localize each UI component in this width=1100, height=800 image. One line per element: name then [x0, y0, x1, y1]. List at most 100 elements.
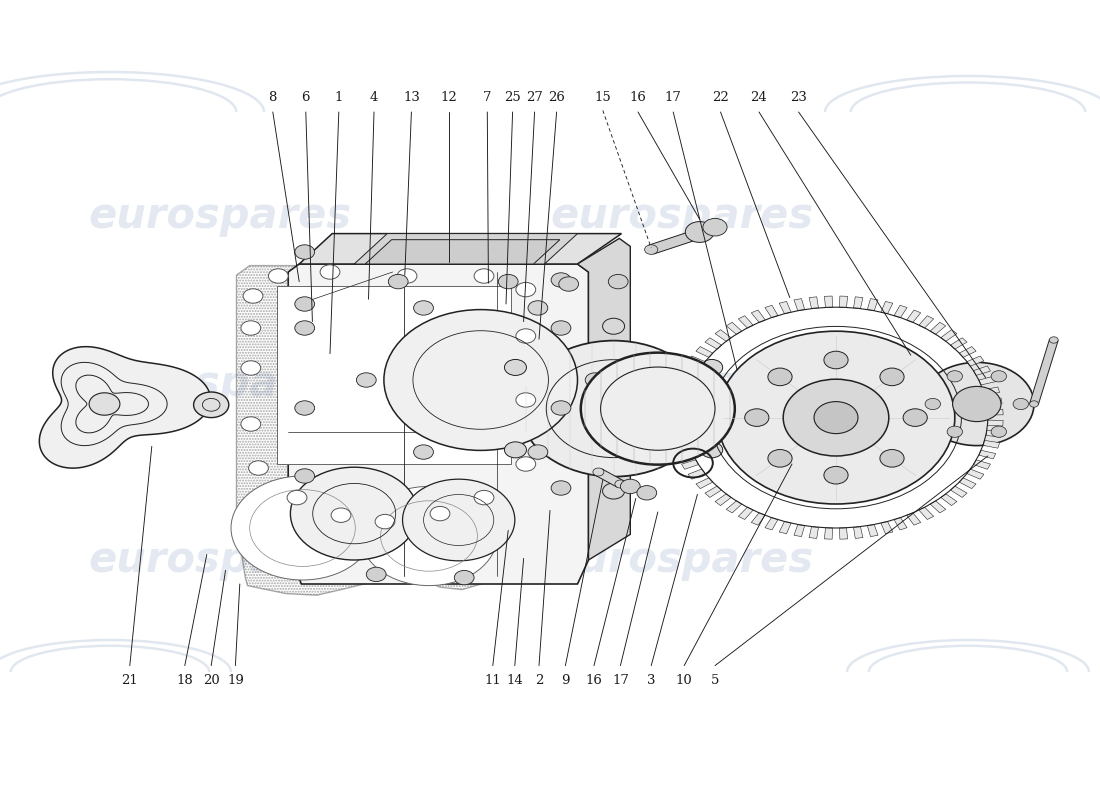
Polygon shape: [764, 306, 778, 318]
Text: 17: 17: [612, 674, 629, 686]
Circle shape: [241, 417, 261, 431]
Polygon shape: [794, 525, 805, 537]
Polygon shape: [839, 296, 848, 307]
Polygon shape: [810, 526, 818, 538]
Polygon shape: [854, 297, 862, 309]
Polygon shape: [696, 346, 713, 358]
Polygon shape: [824, 296, 833, 307]
Polygon shape: [682, 460, 698, 470]
Circle shape: [824, 466, 848, 484]
Circle shape: [290, 467, 418, 560]
Circle shape: [947, 426, 962, 438]
Polygon shape: [950, 338, 967, 349]
Circle shape: [505, 442, 527, 458]
Polygon shape: [988, 420, 1003, 426]
Text: 21: 21: [121, 674, 139, 686]
Text: 15: 15: [594, 91, 612, 104]
Polygon shape: [354, 234, 578, 264]
Polygon shape: [365, 240, 560, 264]
Polygon shape: [40, 346, 210, 468]
Polygon shape: [959, 346, 976, 358]
Polygon shape: [974, 460, 990, 470]
Polygon shape: [705, 338, 722, 349]
Circle shape: [241, 321, 261, 335]
Polygon shape: [881, 302, 893, 314]
Polygon shape: [715, 494, 732, 506]
Polygon shape: [906, 513, 921, 525]
Polygon shape: [751, 513, 766, 525]
Polygon shape: [578, 238, 630, 560]
Circle shape: [768, 450, 792, 467]
Polygon shape: [672, 387, 689, 395]
Circle shape: [768, 368, 792, 386]
Text: 7: 7: [483, 91, 492, 104]
Circle shape: [516, 282, 536, 297]
Text: 24: 24: [750, 91, 768, 104]
Circle shape: [516, 457, 536, 471]
Polygon shape: [979, 376, 996, 385]
Text: 14: 14: [506, 674, 524, 686]
Circle shape: [605, 435, 623, 448]
Text: 11: 11: [484, 674, 502, 686]
Circle shape: [603, 318, 625, 334]
Polygon shape: [672, 440, 689, 448]
Text: 22: 22: [712, 91, 729, 104]
Text: 1: 1: [334, 91, 343, 104]
Text: 2: 2: [535, 674, 543, 686]
Polygon shape: [983, 387, 1000, 395]
Circle shape: [268, 269, 288, 283]
Circle shape: [361, 486, 497, 586]
Circle shape: [384, 310, 578, 450]
Circle shape: [880, 450, 904, 467]
Polygon shape: [1030, 339, 1058, 405]
Polygon shape: [940, 330, 957, 342]
Text: 17: 17: [664, 91, 682, 104]
Circle shape: [454, 570, 474, 585]
Circle shape: [528, 301, 548, 315]
Circle shape: [991, 370, 1006, 382]
Circle shape: [903, 409, 927, 426]
Polygon shape: [794, 298, 805, 310]
Circle shape: [551, 273, 571, 287]
Circle shape: [585, 373, 605, 387]
Polygon shape: [894, 306, 908, 318]
Polygon shape: [983, 440, 1000, 448]
Circle shape: [241, 361, 261, 375]
Circle shape: [991, 426, 1006, 438]
Text: 8: 8: [268, 91, 277, 104]
Text: 27: 27: [526, 91, 543, 104]
Circle shape: [703, 218, 727, 236]
Polygon shape: [288, 264, 588, 584]
Polygon shape: [906, 310, 921, 322]
Polygon shape: [967, 356, 983, 366]
Circle shape: [603, 483, 625, 499]
Circle shape: [920, 362, 1034, 446]
Polygon shape: [988, 409, 1003, 415]
Polygon shape: [764, 518, 778, 530]
Circle shape: [89, 393, 120, 415]
Circle shape: [637, 486, 657, 500]
Text: 13: 13: [403, 91, 420, 104]
Polygon shape: [839, 528, 848, 539]
Circle shape: [375, 514, 395, 529]
Circle shape: [295, 297, 315, 311]
Polygon shape: [940, 494, 957, 506]
Polygon shape: [689, 469, 705, 479]
Text: 6: 6: [301, 91, 310, 104]
Circle shape: [249, 461, 268, 475]
Polygon shape: [931, 322, 946, 334]
Polygon shape: [689, 356, 705, 366]
Circle shape: [824, 351, 848, 369]
Polygon shape: [705, 486, 722, 498]
Circle shape: [701, 359, 723, 375]
Circle shape: [528, 445, 548, 459]
Circle shape: [551, 481, 571, 495]
Circle shape: [516, 393, 536, 407]
Polygon shape: [950, 486, 967, 498]
Circle shape: [388, 274, 408, 289]
Polygon shape: [669, 409, 684, 415]
Circle shape: [414, 301, 433, 315]
Polygon shape: [867, 525, 878, 537]
Text: 12: 12: [440, 91, 458, 104]
Circle shape: [783, 379, 889, 456]
